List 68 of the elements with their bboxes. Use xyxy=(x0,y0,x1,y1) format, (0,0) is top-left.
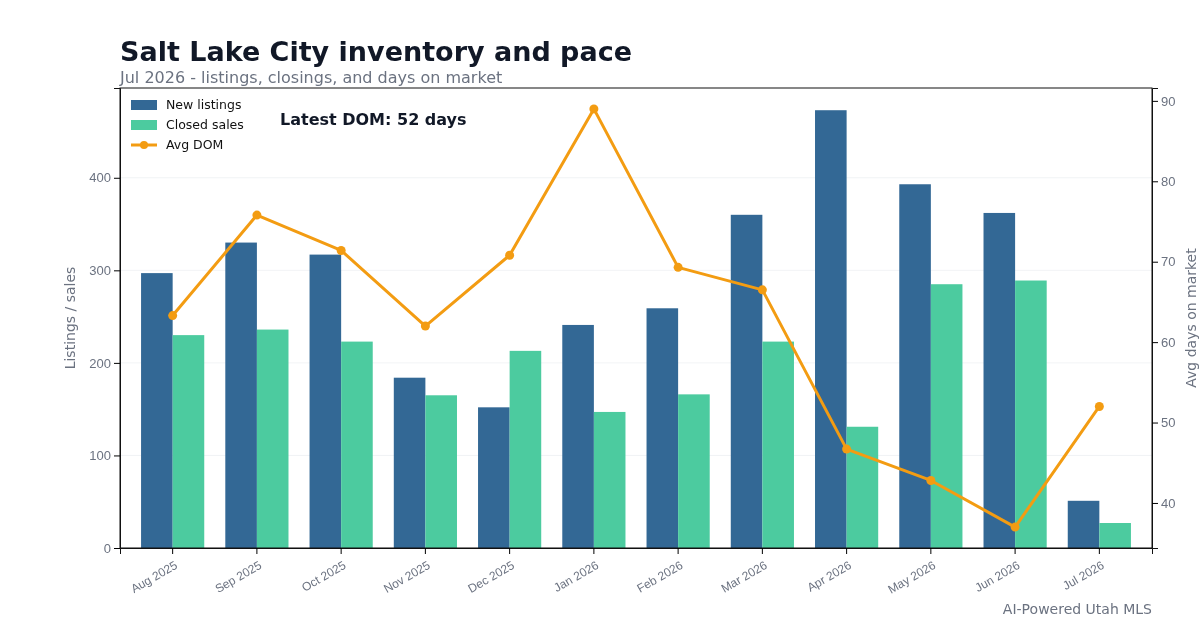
x-tick-label: May 2026 xyxy=(885,557,939,597)
point xyxy=(252,210,262,220)
chart-title: Salt Lake City inventory and pace xyxy=(120,36,632,67)
y2-tick-label: 70 xyxy=(1161,254,1176,270)
y2-tick-label: 40 xyxy=(1161,495,1176,511)
y2-tick-label: 80 xyxy=(1161,173,1176,189)
point xyxy=(336,245,346,255)
x-tick-label: Nov 2025 xyxy=(381,557,433,596)
bar xyxy=(509,350,542,548)
bar xyxy=(1015,280,1047,548)
x-tick-label: Dec 2025 xyxy=(465,557,518,596)
legend-label: New listings xyxy=(166,97,242,112)
point xyxy=(589,104,599,114)
y-tick-label: 200 xyxy=(89,355,111,371)
bar xyxy=(478,407,510,548)
bar xyxy=(562,324,594,548)
y2-axis-title: Avg days on market xyxy=(1183,247,1199,388)
bar xyxy=(225,242,257,548)
annotation: Latest DOM: 52 days xyxy=(280,110,467,129)
bar xyxy=(341,341,373,548)
bar xyxy=(730,214,763,548)
point xyxy=(757,285,767,295)
y2-tick-label: 90 xyxy=(1161,93,1176,109)
bar xyxy=(593,411,626,548)
bar xyxy=(141,273,173,548)
bar xyxy=(815,110,847,548)
x-tick-label: Aug 2025 xyxy=(128,557,181,596)
x-tick-label: Feb 2026 xyxy=(634,557,686,596)
point xyxy=(673,262,683,272)
bar xyxy=(1067,500,1100,548)
bar xyxy=(393,377,426,548)
y-tick-label: 100 xyxy=(89,448,111,464)
bar xyxy=(646,308,679,548)
point xyxy=(505,250,515,260)
bar xyxy=(899,184,931,548)
x-tick-label: Apr 2026 xyxy=(804,557,855,595)
point xyxy=(926,475,936,485)
bar xyxy=(1099,523,1131,548)
point xyxy=(420,321,430,331)
y-tick-label: 0 xyxy=(103,540,111,556)
text: AI-Powered Utah MLS xyxy=(1002,601,1153,617)
chart-subtitle: Jul 2026 - listings, closings, and days on market xyxy=(119,68,503,87)
bar xyxy=(256,329,289,548)
point xyxy=(1010,522,1020,532)
bar xyxy=(930,284,963,548)
bar xyxy=(309,254,342,548)
y-axis-title: Listings / sales xyxy=(62,266,78,370)
bar xyxy=(678,394,710,548)
bar xyxy=(425,395,457,548)
y-tick-label: 300 xyxy=(89,262,111,278)
point xyxy=(1094,401,1104,411)
bar xyxy=(762,341,794,548)
x-tick-label: Oct 2025 xyxy=(299,557,349,595)
x-tick-label: Jan 2026 xyxy=(551,557,602,595)
legend-label: Closed sales xyxy=(166,117,244,132)
x-tick-label: Sep 2025 xyxy=(212,557,265,596)
bar xyxy=(846,426,879,548)
point xyxy=(168,311,178,321)
y2-tick-label: 60 xyxy=(1161,334,1176,350)
y2-tick-label: 50 xyxy=(1161,415,1176,431)
point xyxy=(842,444,852,454)
x-tick-label: Jul 2026 xyxy=(1060,557,1107,593)
bar xyxy=(983,212,1016,548)
bar xyxy=(172,335,205,548)
x-tick-label: Mar 2026 xyxy=(718,557,770,596)
x-tick-label: Jun 2026 xyxy=(972,557,1023,595)
y-tick-label: 400 xyxy=(89,170,111,186)
legend-label: Avg DOM xyxy=(166,137,224,152)
